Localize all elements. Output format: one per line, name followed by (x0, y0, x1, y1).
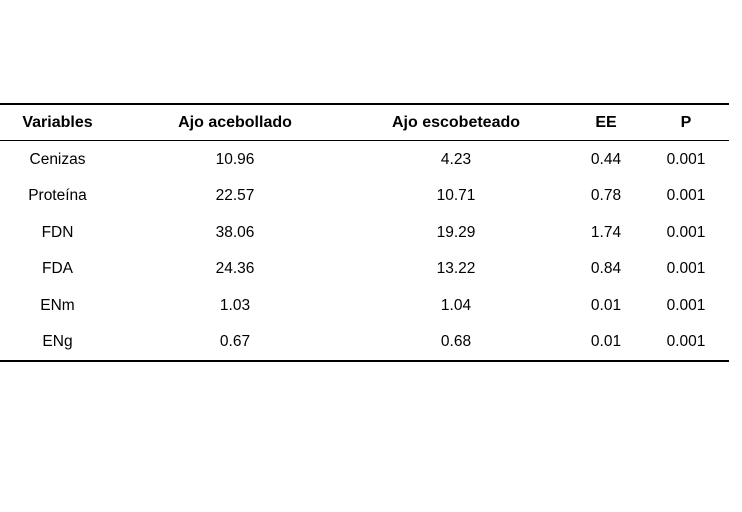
cell-escobeteado: 1.04 (440, 296, 472, 314)
cell-acebollado: 22.57 (215, 187, 255, 204)
header-cell-ajo-acebollado: Ajo acebollado (178, 113, 292, 131)
cell-acebollado: 38.06 (215, 223, 255, 241)
cell-escobeteado: 19.29 (436, 223, 476, 241)
cell-p: 0.001 (666, 296, 706, 314)
table-row-eng: ENg 0.67 0.68 0.01 0.001 (0, 324, 729, 362)
cell-p: 0.001 (666, 187, 706, 204)
cell-p: 0.001 (666, 150, 706, 168)
cell-variable: Cenizas (29, 150, 86, 168)
cell-ee: 0.01 (590, 296, 622, 314)
cell-escobeteado: 10.71 (436, 187, 476, 204)
table-row-proteina: Proteína 22.57 10.71 0.78 0.001 (0, 178, 729, 215)
table-header-row: Variables Ajo acebollado Ajo escobeteado… (0, 103, 729, 141)
cell-acebollado: 1.03 (219, 296, 251, 314)
cell-variable: ENg (42, 333, 73, 350)
cell-ee: 0.01 (590, 333, 622, 350)
cell-ee: 1.74 (590, 223, 622, 241)
cell-p: 0.001 (666, 260, 706, 277)
table-row-enm: ENm 1.03 1.04 0.01 0.001 (0, 287, 729, 324)
cell-acebollado: 0.67 (219, 333, 251, 350)
cell-escobeteado: 4.23 (440, 150, 472, 168)
cell-acebollado: 24.36 (215, 260, 255, 277)
cell-variable: FDA (42, 260, 73, 277)
nutrition-composition-table: Variables Ajo acebollado Ajo escobeteado… (0, 103, 729, 362)
header-cell-p: P (680, 113, 692, 131)
cell-variable: FDN (41, 223, 74, 241)
cell-escobeteado: 0.68 (440, 333, 472, 350)
cell-ee: 0.44 (590, 150, 622, 168)
cell-ee: 0.78 (590, 187, 622, 204)
cell-acebollado: 10.96 (215, 150, 255, 168)
header-cell-variables: Variables (22, 113, 93, 131)
cell-p: 0.001 (666, 333, 706, 350)
cell-p: 0.001 (666, 223, 706, 241)
cell-variable: ENm (40, 296, 75, 314)
table-row-fda: FDA 24.36 13.22 0.84 0.001 (0, 251, 729, 288)
cell-escobeteado: 13.22 (436, 260, 476, 277)
table-row-fdn: FDN 38.06 19.29 1.74 0.001 (0, 214, 729, 251)
table-row-cenizas: Cenizas 10.96 4.23 0.44 0.001 (0, 141, 729, 178)
header-cell-ee: EE (595, 113, 617, 131)
header-cell-ajo-escobeteado: Ajo escobeteado (391, 113, 521, 131)
cell-variable: Proteína (28, 187, 87, 204)
cell-ee: 0.84 (590, 260, 622, 277)
